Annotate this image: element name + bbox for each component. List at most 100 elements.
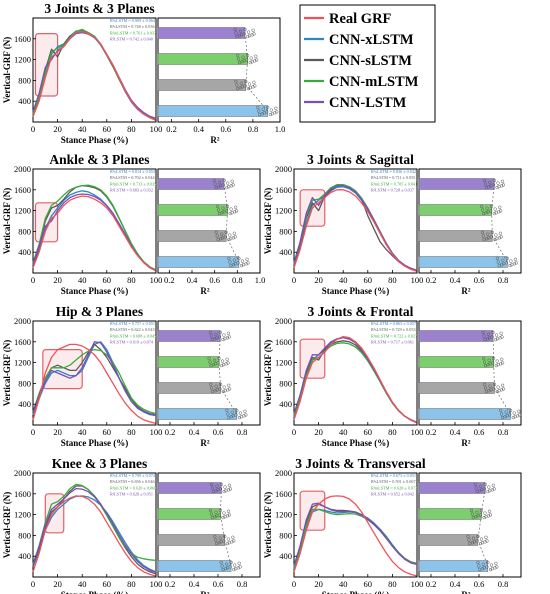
sample-point <box>208 508 213 513</box>
sample-point <box>488 362 492 366</box>
sample-point <box>217 211 222 216</box>
sample-point <box>495 237 499 241</box>
sample-point <box>209 512 214 516</box>
x-tick-label: 0.8 <box>498 275 509 285</box>
y-axis-label: Vertical-GRF (N) <box>2 492 12 559</box>
bar-plot-frame <box>157 320 261 426</box>
series-line-real-grf <box>293 495 418 577</box>
sample-point <box>242 59 246 63</box>
x-tick-label: 0.2 <box>164 275 175 285</box>
sample-point <box>219 560 223 565</box>
line-plot-frame <box>32 17 157 123</box>
sample-point <box>215 484 219 488</box>
sample-point <box>240 259 245 263</box>
sample-point <box>257 109 261 113</box>
legend-label: CNN-sLSTM <box>329 53 412 69</box>
sample-point <box>482 382 487 387</box>
x-axis-label: R² <box>200 286 209 296</box>
sample-point <box>480 541 485 545</box>
series-line-cnn-lstm <box>32 341 157 416</box>
bar-plot-frame <box>157 17 281 123</box>
sample-point <box>227 415 231 420</box>
chart-panel: 3 Joints & Sagittal 400 800 1200 1600 2000 0 20… <box>263 152 522 296</box>
sample-point <box>219 482 224 487</box>
sample-point <box>229 560 233 565</box>
sample-point <box>494 333 499 337</box>
x-tick-label: 1.0 <box>275 124 286 134</box>
sample-point <box>209 482 214 487</box>
sample-point <box>471 515 475 520</box>
sample-point <box>224 230 228 235</box>
sample-point <box>479 537 484 541</box>
sample-point <box>492 178 497 183</box>
x-tick-label: 0.4 <box>189 427 200 437</box>
sample-point <box>269 108 273 112</box>
y-tick-label: 2000 <box>275 468 292 478</box>
r2-legend-text: R²LSTM = 0.683 ± 0.032 <box>110 188 153 193</box>
r2-legend-text: R²sLSTM = 0.711 ± 0.055 <box>371 175 415 180</box>
r2-legend-text: R²LSTM = 0.652 ± 0.042 <box>371 492 414 497</box>
sample-point <box>262 111 266 115</box>
r2-legend-text: R²LSTM = 0.619 ± 0.074 <box>110 340 154 345</box>
sample-point <box>517 409 521 413</box>
r2-legend-text: R²xLSTM = 0.757 ± 0.051 <box>110 321 155 326</box>
sample-point <box>235 408 239 413</box>
x-tick-label: 0 <box>292 427 296 437</box>
sample-point <box>492 487 496 491</box>
sample-point <box>475 489 479 494</box>
sample-point <box>237 60 242 65</box>
r2-legend-text: R²mLSTM = 0.620 ± 0.060 <box>110 485 156 490</box>
chart-title: Ankle & 3 Planes <box>49 152 149 167</box>
mean-trend-line <box>218 335 238 415</box>
sample-point <box>237 561 241 565</box>
x-tick-label: 20 <box>53 124 62 134</box>
x-tick-label: 40 <box>78 579 87 589</box>
sample-point <box>232 567 236 572</box>
chart-panel: Hip & 3 Planes 400 800 1200 1600 2000 0 20 40 60 8… <box>2 304 261 448</box>
sample-point <box>501 183 506 187</box>
y-tick-label: 2000 <box>14 316 31 326</box>
x-axis-label: Stance Phase (%) <box>61 135 129 145</box>
sample-point <box>244 413 248 417</box>
sample-point <box>481 234 485 238</box>
sample-point <box>209 382 213 387</box>
x-tick-label: 40 <box>78 124 87 134</box>
x-tick-label: 0.4 <box>450 275 461 285</box>
sample-point <box>495 565 499 569</box>
sample-point <box>229 207 233 211</box>
sample-point <box>495 185 499 190</box>
mean-trend-line <box>220 487 232 567</box>
sample-point <box>479 508 484 513</box>
y-tick-label: 1200 <box>275 358 292 368</box>
r2-legend-text: R²LSTM = 0.717 ± 0.061 <box>371 340 414 345</box>
sample-point <box>220 359 225 363</box>
r2-legend-text: R²mLSTM = 0.713 ± 0.035 <box>110 181 156 186</box>
sample-point <box>239 415 243 419</box>
sample-point <box>236 86 240 91</box>
sample-point <box>226 331 231 335</box>
sample-point <box>214 384 218 388</box>
sample-point <box>501 258 505 262</box>
sample-point <box>514 261 518 265</box>
y-axis-label: Vertical-GRF (N) <box>2 340 12 407</box>
chart-title: 3 Joints & Frontal <box>308 304 414 319</box>
bar-plot-frame <box>418 168 522 274</box>
series-line-real-grf <box>293 335 418 424</box>
sample-point <box>238 565 242 569</box>
sample-point <box>236 57 241 61</box>
sample-point <box>256 105 260 110</box>
sample-point <box>487 236 491 240</box>
bar-plot-frame <box>418 472 522 578</box>
sample-point <box>222 385 226 389</box>
sample-point <box>247 34 252 38</box>
sample-point <box>229 263 233 268</box>
sample-point <box>247 82 252 86</box>
x-tick-label: 40 <box>78 427 87 437</box>
sample-point <box>467 538 471 542</box>
sample-point <box>495 389 499 394</box>
sample-point <box>226 537 230 541</box>
sample-point <box>240 85 244 89</box>
y-tick-label: 1600 <box>14 489 31 499</box>
bar-plot-frame <box>418 320 522 426</box>
sample-point <box>487 358 491 362</box>
